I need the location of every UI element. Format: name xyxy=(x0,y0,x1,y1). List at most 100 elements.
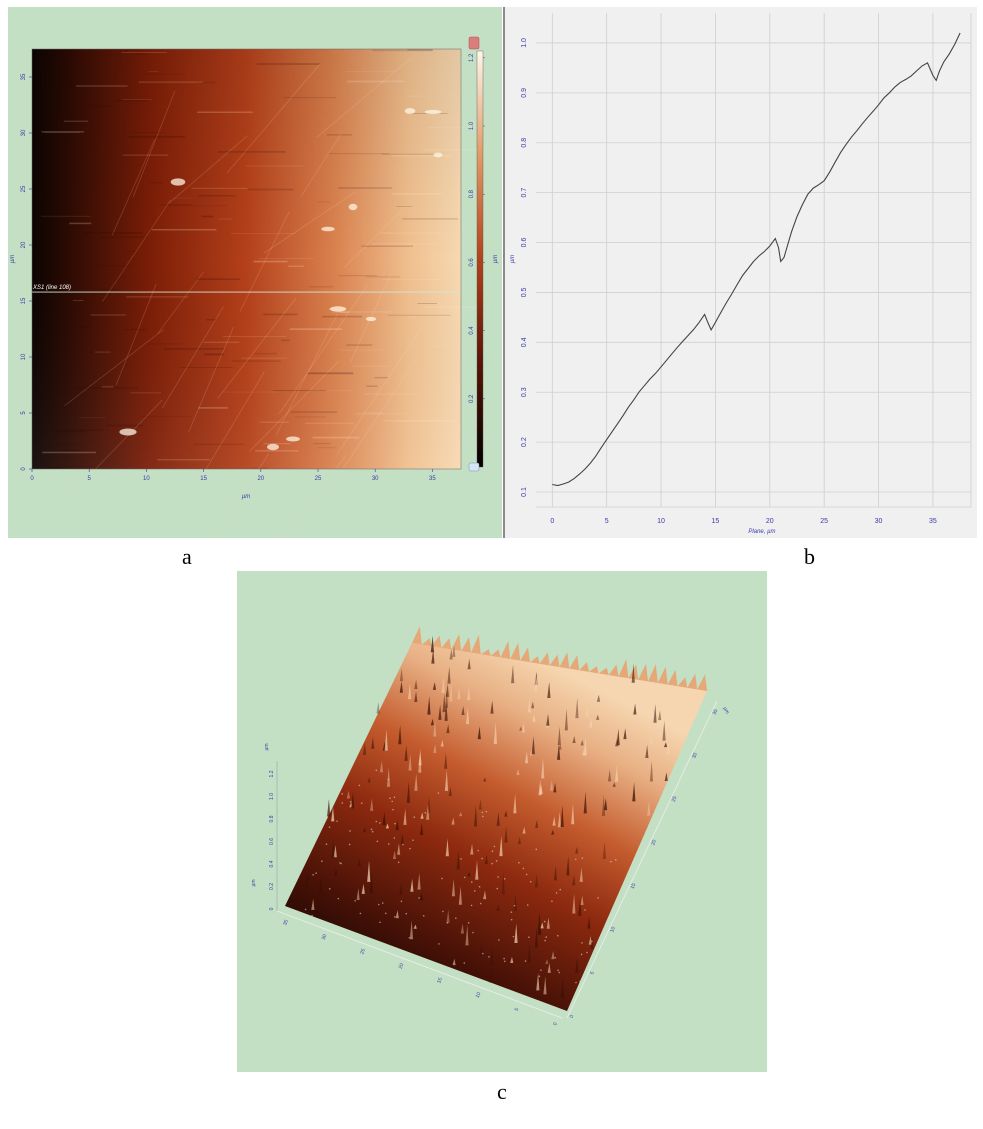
surface-speck xyxy=(510,918,513,921)
surface-spike xyxy=(410,878,414,892)
front-tick-label: 20 xyxy=(398,962,406,970)
afm-scan-streak xyxy=(231,360,281,362)
surface-speck xyxy=(498,939,500,941)
surface-spike xyxy=(575,957,579,973)
afm-scan-streak xyxy=(203,341,240,343)
afm-scan-streak xyxy=(407,49,433,51)
profile-x-tick-label: 20 xyxy=(766,518,774,525)
surface-speck xyxy=(503,877,506,880)
right-axis-line xyxy=(566,700,718,1019)
front-tick-label: 10 xyxy=(475,991,483,999)
surface-spike xyxy=(534,675,538,693)
afm-scan-streak xyxy=(230,232,296,235)
surface-spike xyxy=(484,854,488,865)
surface-spike xyxy=(585,706,589,717)
surface-speck xyxy=(348,843,351,846)
afm-scan-streak xyxy=(45,133,63,136)
surface-spike xyxy=(541,757,545,779)
afm-scan-streak xyxy=(307,372,354,375)
surface-speck xyxy=(400,900,403,903)
afm-bright-particle xyxy=(329,306,347,312)
surface-speck xyxy=(437,792,440,794)
afm-scan-streak xyxy=(44,132,81,134)
surface-speck xyxy=(512,935,515,938)
afm-scan-streak xyxy=(338,187,392,189)
afm-y-tick-label: 15 xyxy=(21,297,27,304)
afm-scan-streak xyxy=(54,430,85,433)
surface-speck xyxy=(359,912,362,915)
surface-spike xyxy=(479,943,484,956)
surface-spike xyxy=(551,950,555,960)
surface-speck xyxy=(597,897,599,899)
surface-spike xyxy=(397,843,401,855)
afm-scan-streak xyxy=(164,348,225,350)
surface-speck xyxy=(379,921,381,924)
surface-speck xyxy=(518,861,520,864)
surface-speck xyxy=(402,843,404,846)
afm-x-tick-label: 15 xyxy=(200,476,207,482)
afm-bright-particle xyxy=(365,316,377,322)
surface-speck xyxy=(503,957,505,960)
surface-spike xyxy=(449,648,453,660)
surface-speck xyxy=(479,902,482,905)
right-tick-label: 30 xyxy=(691,752,699,760)
afm-scan-streak xyxy=(396,206,412,207)
surface-speck xyxy=(360,802,363,805)
surface-spike xyxy=(649,760,654,782)
surface-spike xyxy=(532,713,536,722)
afm-terrace-line xyxy=(217,297,297,399)
afm-scanline-annotation: XS1 (line 108) xyxy=(32,285,71,291)
surface-spike xyxy=(457,687,461,700)
afm-scan-streak xyxy=(326,134,353,136)
surface-speck xyxy=(496,887,499,890)
afm-terrace-line xyxy=(343,205,407,269)
surface-spike xyxy=(647,800,651,816)
surface-speck xyxy=(325,843,328,846)
afm-scan-streak xyxy=(160,204,192,206)
afm-scan-streak xyxy=(138,81,204,84)
front-tick-label: 35 xyxy=(282,919,290,927)
afm-scan-streak xyxy=(99,236,148,238)
surface-spike xyxy=(595,714,600,720)
surface-body xyxy=(285,643,707,1011)
surface-speck xyxy=(315,872,317,874)
afm-scan-streak xyxy=(126,296,189,298)
surface-spike xyxy=(645,744,649,758)
surface-speck xyxy=(349,830,351,832)
surface-speck xyxy=(482,952,484,955)
surface-spike xyxy=(483,890,487,900)
afm-scan-streak xyxy=(150,182,163,184)
surface-speck xyxy=(424,811,427,814)
surface-spike xyxy=(300,897,304,908)
profile-y-tick-label: 0.1 xyxy=(521,487,528,497)
surface-spike xyxy=(311,898,315,911)
surface-speck xyxy=(312,873,314,876)
surface-spike xyxy=(677,732,681,740)
surface-spike xyxy=(496,904,500,912)
surface-speck xyxy=(328,826,331,829)
afm-scan-streak xyxy=(391,155,452,157)
afm-scan-streak xyxy=(133,53,146,55)
surface-speck xyxy=(493,845,496,848)
surface-speck xyxy=(375,820,378,823)
surface-speck xyxy=(470,881,473,883)
surface-speck xyxy=(304,908,307,911)
surface-spike xyxy=(331,806,335,822)
surface-spike xyxy=(552,816,556,826)
afm-scan-streak xyxy=(281,339,290,342)
surface-speck xyxy=(349,800,352,803)
surface-spike xyxy=(382,811,386,826)
surface-spike xyxy=(522,826,526,834)
afm-scan-streak xyxy=(263,313,298,316)
surface-speck xyxy=(441,877,443,880)
surface-speck xyxy=(460,858,462,860)
surface-spike xyxy=(633,703,637,715)
afm-scan-streak xyxy=(40,215,91,217)
profile-x-axis-label: Plane, µm xyxy=(748,529,775,535)
surface-spike xyxy=(458,811,463,817)
surface-speck xyxy=(481,811,484,814)
surface-speck xyxy=(555,892,558,894)
surface-speck xyxy=(526,904,529,906)
surface-spike xyxy=(489,969,493,983)
afm-terrace-line xyxy=(263,191,356,254)
